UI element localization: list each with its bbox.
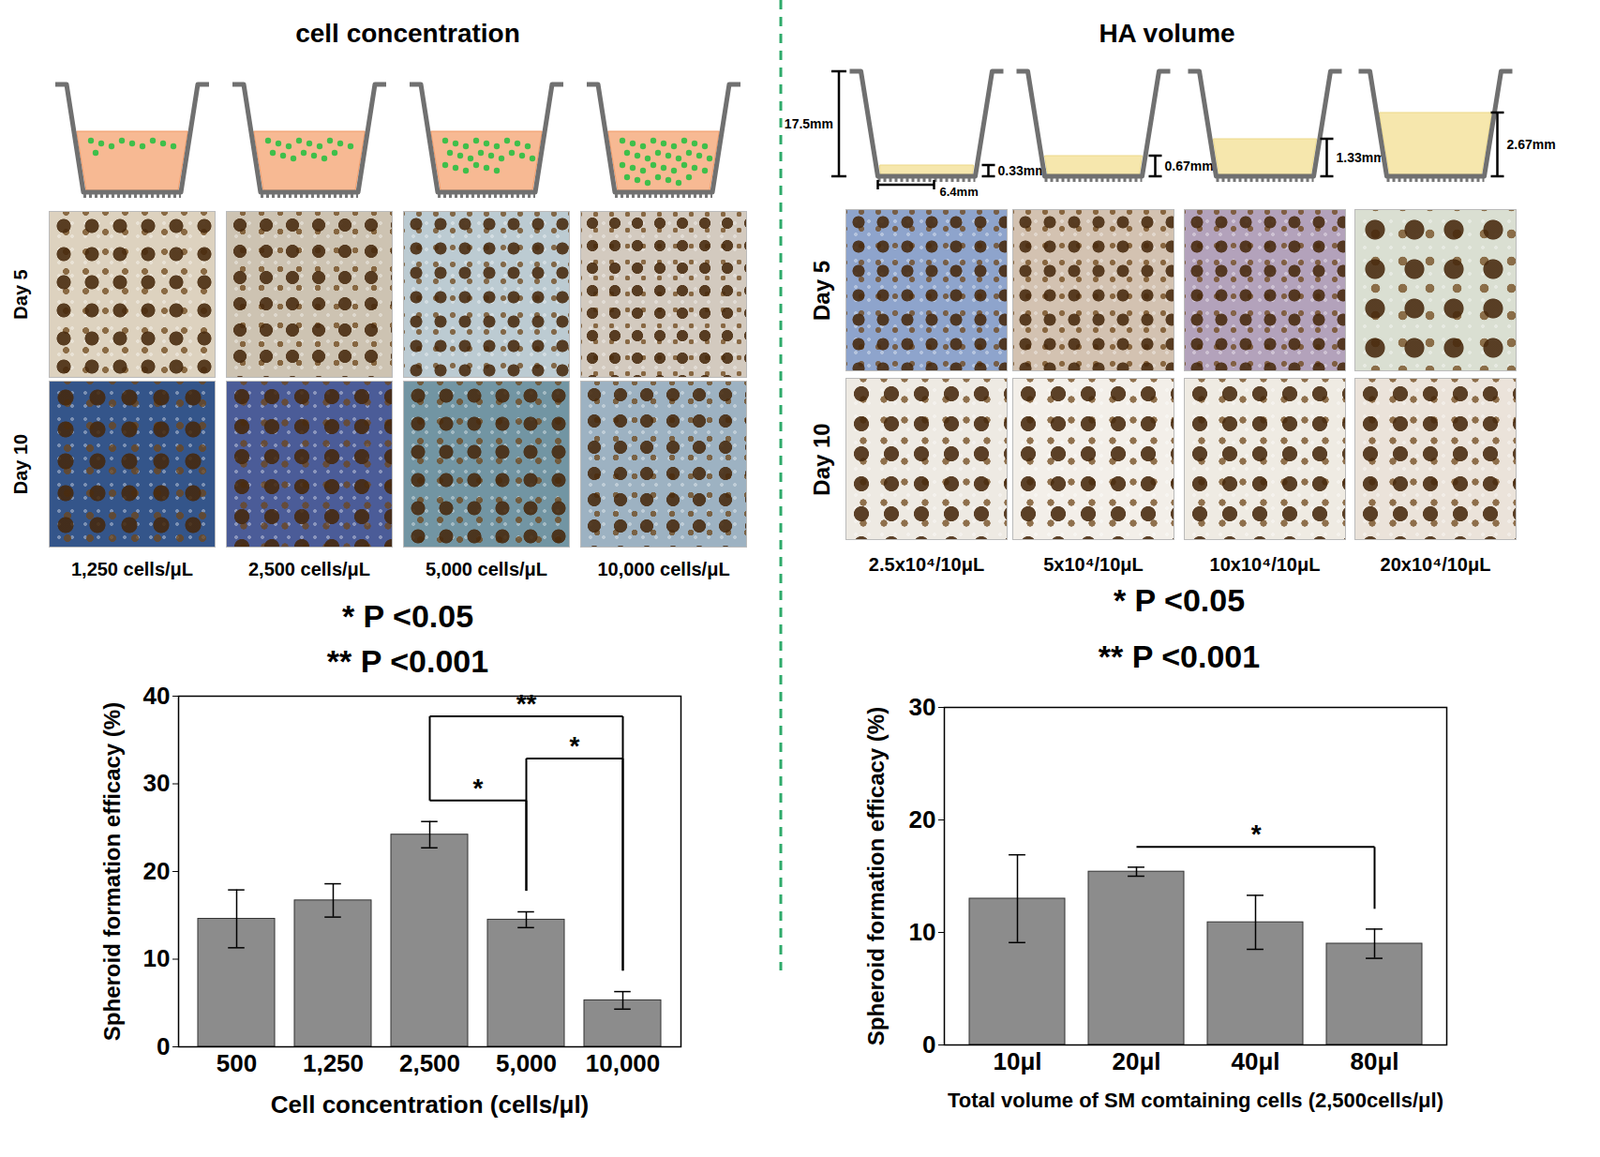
svg-text:**: ** <box>516 688 538 718</box>
svg-text:40μl: 40μl <box>1230 1046 1280 1076</box>
svg-text:1,250: 1,250 <box>302 1048 364 1077</box>
svg-text:20: 20 <box>909 805 937 834</box>
svg-text:Cell concentration (cells/μl): Cell concentration (cells/μl) <box>270 1090 590 1119</box>
html-text:Day 5: Day 5 <box>9 269 31 320</box>
html-text:* P <0.05: * P <0.05 <box>1113 581 1245 618</box>
svg-text:*: * <box>1251 819 1262 849</box>
svg-text:0: 0 <box>156 1031 170 1061</box>
svg-text:*: * <box>473 773 484 803</box>
svg-text:0.67mm: 0.67mm <box>1165 158 1214 174</box>
svg-text:10μl: 10μl <box>992 1046 1042 1076</box>
svg-text:10,000: 10,000 <box>585 1048 661 1077</box>
svg-text:Total volume of SM comtaining: Total volume of SM comtaining cells (2,5… <box>947 1088 1444 1112</box>
svg-text:17.5mm: 17.5mm <box>784 116 834 132</box>
html-text:5x10⁴/10μL: 5x10⁴/10μL <box>1043 553 1144 575</box>
html-text:Day 10: Day 10 <box>9 433 31 495</box>
svg-text:2.67mm: 2.67mm <box>1507 136 1556 152</box>
html-text:1,250 cells/μL: 1,250 cells/μL <box>71 558 194 579</box>
svg-text:1.33mm: 1.33mm <box>1336 149 1386 165</box>
svg-text:40: 40 <box>143 681 171 710</box>
html-text:10x10⁴/10μL: 10x10⁴/10μL <box>1209 553 1321 575</box>
svg-text:6.4mm: 6.4mm <box>940 184 979 199</box>
svg-text:80μl: 80μl <box>1349 1046 1399 1076</box>
html-text:2.5x10⁴/10μL: 2.5x10⁴/10μL <box>868 553 985 575</box>
html-text:5,000 cells/μL: 5,000 cells/μL <box>425 558 548 579</box>
svg-text:10: 10 <box>143 943 171 972</box>
html-text:Day 5: Day 5 <box>808 260 835 321</box>
html-text:** P <0.001: ** P <0.001 <box>326 642 489 679</box>
html-text:cell concentration: cell concentration <box>295 18 521 48</box>
svg-text:*: * <box>569 731 581 761</box>
html-text:** P <0.001: ** P <0.001 <box>1098 637 1260 674</box>
html-text:2,500 cells/μL: 2,500 cells/μL <box>248 558 371 579</box>
html-text:10,000 cells/μL: 10,000 cells/μL <box>597 558 730 579</box>
html-text:20x10⁴/10μL: 20x10⁴/10μL <box>1380 553 1491 575</box>
svg-text:Spheroid formation efficacy (%: Spheroid formation efficacy (%) <box>863 706 889 1046</box>
svg-text:0.33mm: 0.33mm <box>998 163 1047 179</box>
svg-text:500: 500 <box>216 1048 257 1077</box>
html-text:Day 10: Day 10 <box>808 422 835 496</box>
svg-text:2,500: 2,500 <box>399 1048 461 1077</box>
svg-text:0: 0 <box>922 1030 936 1059</box>
svg-text:Spheroid formation efficacy (%: Spheroid formation efficacy (%) <box>99 702 125 1041</box>
svg-text:30: 30 <box>143 768 171 797</box>
svg-text:20μl: 20μl <box>1111 1046 1161 1076</box>
svg-text:20: 20 <box>143 856 171 885</box>
svg-text:10: 10 <box>909 917 937 946</box>
html-text:* P <0.05: * P <0.05 <box>342 597 474 634</box>
svg-text:30: 30 <box>909 692 937 721</box>
html-text:HA volume: HA volume <box>1098 18 1236 48</box>
svg-text:5,000: 5,000 <box>495 1048 557 1077</box>
